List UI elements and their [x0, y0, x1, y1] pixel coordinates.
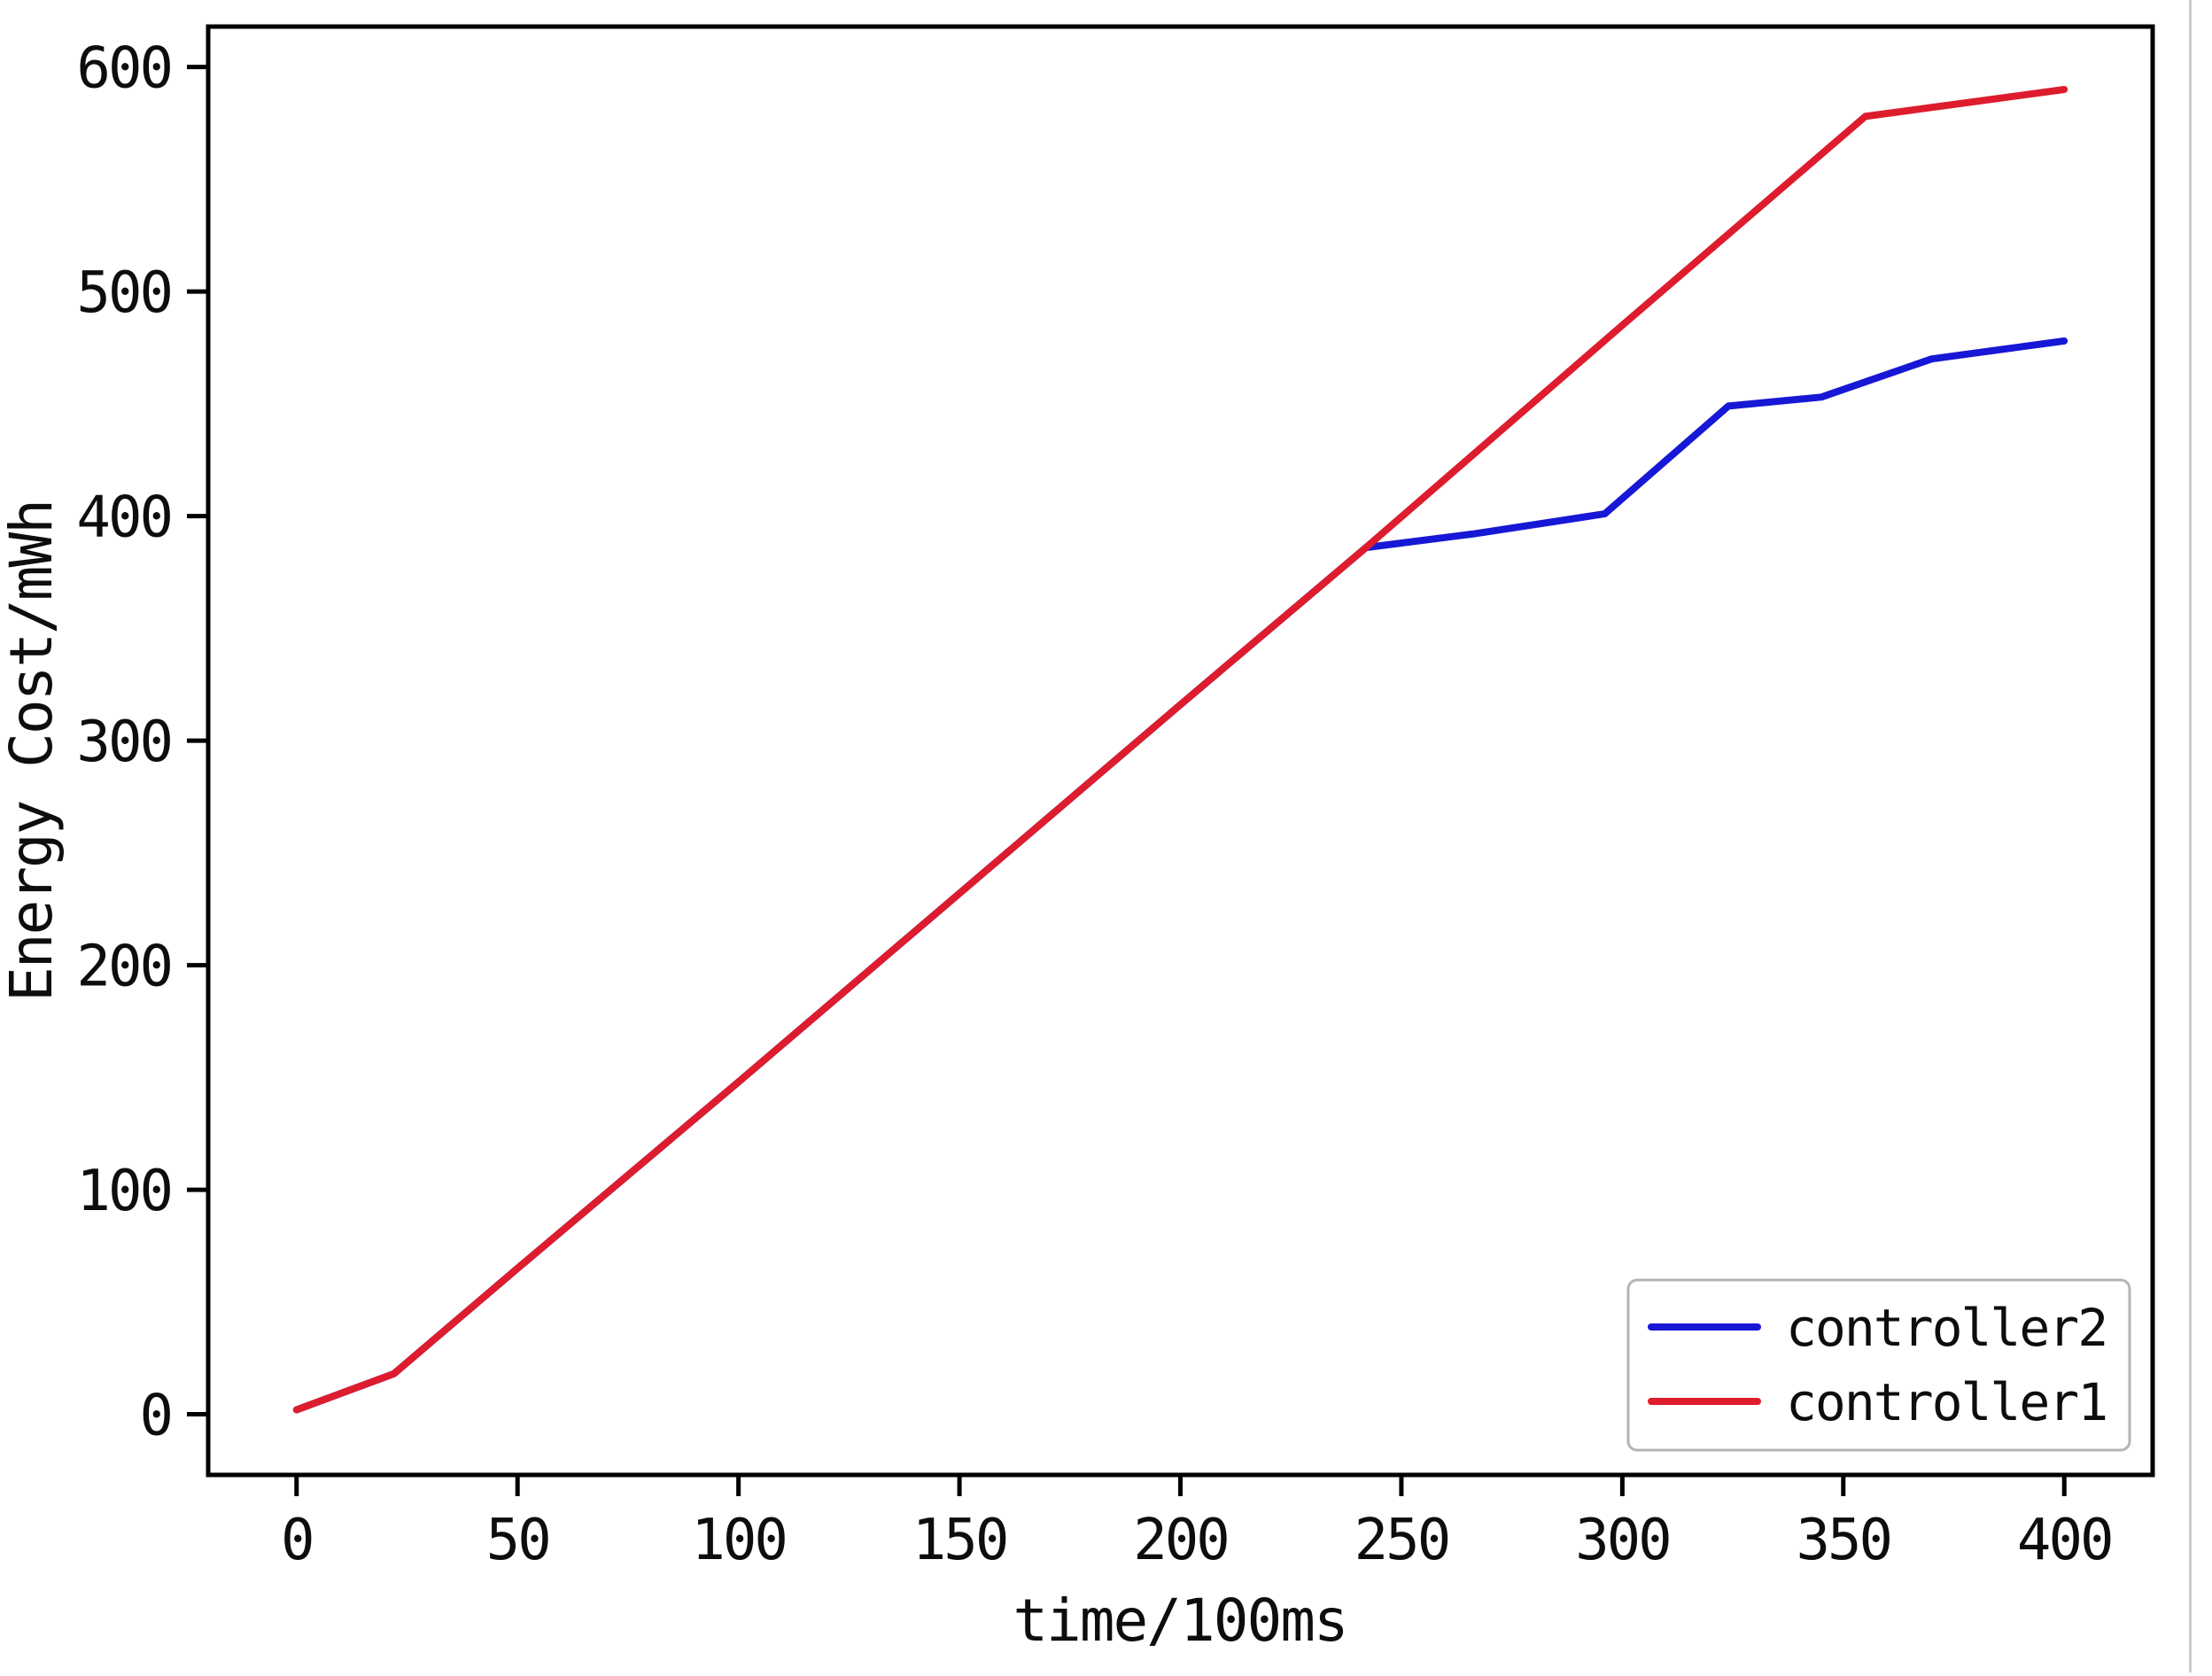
legend-label-controller2: controller2	[1786, 1298, 2107, 1358]
x-tick-label: 50	[486, 1508, 549, 1573]
plot-area	[208, 27, 2153, 1475]
y-tick-label: 500	[76, 260, 171, 326]
x-tick-label: 300	[1575, 1508, 1670, 1573]
series-line-controller1	[292, 86, 2068, 1414]
legend: controller2 controller1	[1626, 1278, 2131, 1452]
ticks-group: 0 50 100 150 200 250 300 350 400 0 100 200 300 400 500…	[76, 36, 2114, 1573]
y-tick-label: 300	[76, 710, 171, 775]
x-tick-label: 400	[2017, 1508, 2112, 1573]
x-tick-label: 200	[1133, 1508, 1228, 1573]
legend-label-controller1: controller1	[1786, 1372, 2107, 1432]
legend-box	[1626, 1278, 2131, 1452]
y-axis-label: Energy Cost/mWh	[0, 500, 66, 1002]
x-tick-label: 350	[1796, 1508, 1890, 1573]
series-group	[292, 86, 2068, 1414]
y-tick-label: 200	[76, 935, 171, 1000]
x-tick-label: 100	[691, 1508, 786, 1573]
window-edge-line	[2189, 0, 2192, 1672]
x-axis-label: time/100ms	[1013, 1587, 1347, 1655]
x-tick-label: 0	[281, 1508, 313, 1573]
y-tick-label: 100	[76, 1159, 171, 1224]
x-tick-label: 150	[912, 1508, 1007, 1573]
y-tick-label: 0	[139, 1384, 171, 1449]
y-tick-label: 400	[76, 485, 171, 551]
x-tick-label: 250	[1354, 1508, 1449, 1573]
y-tick-label: 600	[76, 36, 171, 102]
